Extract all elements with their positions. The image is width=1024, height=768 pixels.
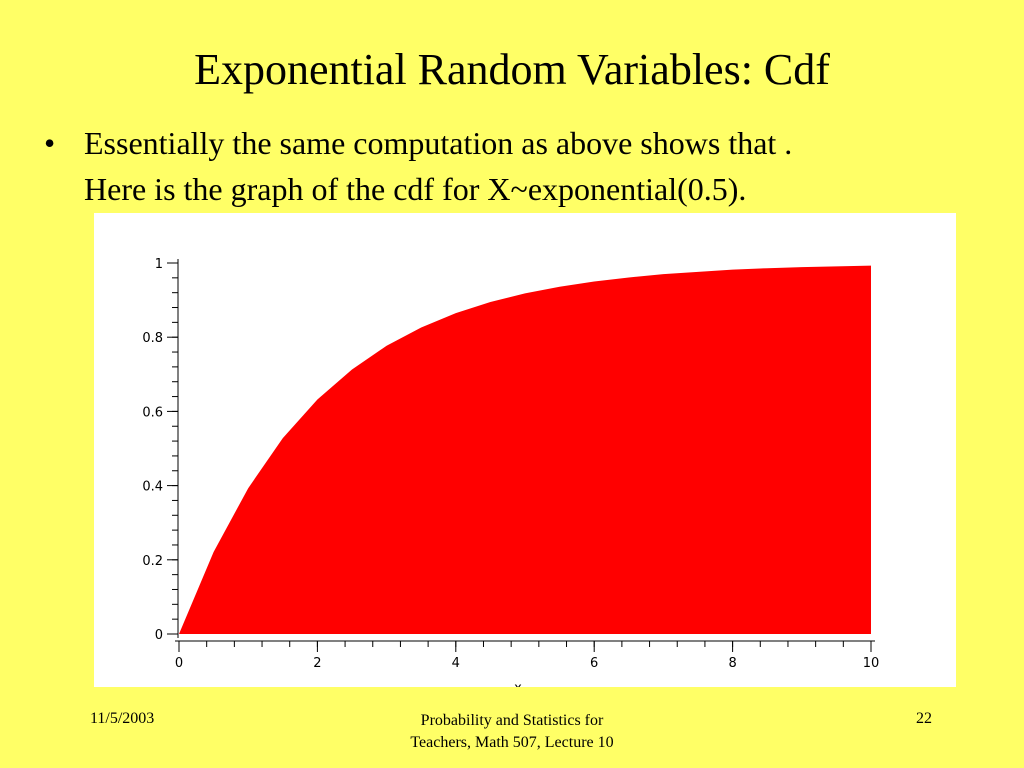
y-tick-label: 0 [155, 628, 163, 643]
y-axis: 0 0.2 0.4 0.6 0.8 1 [142, 257, 179, 643]
footer-course: Probability and Statistics for Teachers,… [362, 710, 662, 754]
x-tick-label: 0 [175, 656, 183, 671]
y-tick-label: 0.8 [142, 331, 163, 346]
slide-title: Exponential Random Variables: Cdf [194, 45, 830, 94]
bullet-line-2: Here is the graph of the cdf for X~expon… [84, 171, 747, 207]
footer-course-line-2: Teachers, Math 507, Lecture 10 [410, 734, 614, 751]
x-tick-label: 2 [313, 656, 321, 671]
x-axis-label: x [514, 681, 522, 687]
bullet-text: Essentially the same computation as abov… [84, 120, 1004, 212]
cdf-area-fill [179, 265, 871, 634]
x-tick-label: 6 [590, 656, 598, 671]
y-tick-label: 1 [155, 257, 163, 272]
x-tick-label: 4 [452, 656, 460, 671]
footer-page-number: 22 [916, 710, 932, 727]
y-tick-label: 0.2 [142, 554, 163, 569]
y-tick-label: 0.6 [142, 405, 163, 420]
y-tick-label: 0.4 [142, 480, 163, 495]
cdf-chart-svg: 0 0.2 0.4 0.6 0.8 1 0 2 4 6 8 10 x [142, 257, 880, 687]
cdf-chart: 0 0.2 0.4 0.6 0.8 1 0 2 4 6 8 10 x [94, 213, 956, 687]
bullet-marker: • [44, 125, 56, 161]
x-tick-label: 10 [863, 656, 880, 671]
x-tick-label: 8 [728, 656, 736, 671]
x-axis: 0 2 4 6 8 10 [175, 640, 880, 671]
bullet-line-1: Essentially the same computation as abov… [84, 125, 793, 161]
footer-course-line-1: Probability and Statistics for [420, 712, 604, 729]
footer-date: 11/5/2003 [90, 710, 155, 727]
